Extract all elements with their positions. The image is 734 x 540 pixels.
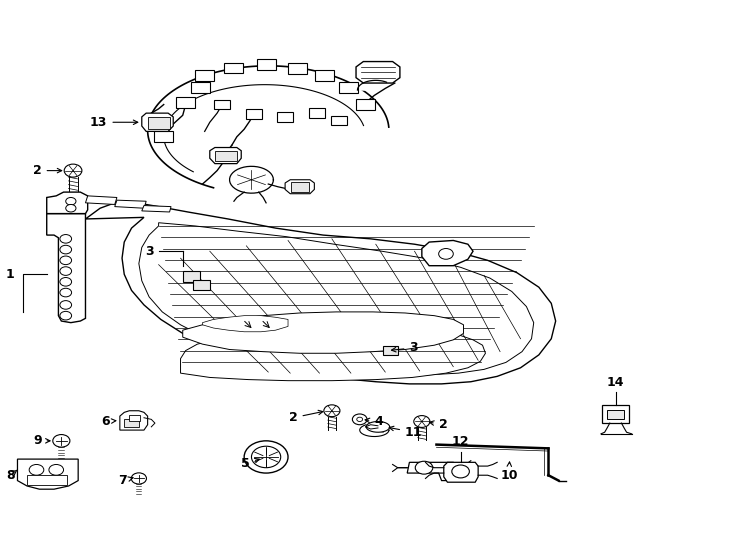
Circle shape <box>414 416 430 427</box>
Polygon shape <box>357 80 387 90</box>
Text: 8: 8 <box>6 469 18 482</box>
Bar <box>154 131 173 142</box>
Polygon shape <box>203 316 288 332</box>
Polygon shape <box>603 406 629 423</box>
Polygon shape <box>285 180 314 194</box>
Circle shape <box>60 278 72 286</box>
Polygon shape <box>85 203 556 384</box>
Circle shape <box>60 288 72 297</box>
Polygon shape <box>18 459 78 489</box>
Bar <box>309 109 325 118</box>
Text: 12: 12 <box>452 435 469 448</box>
Circle shape <box>60 312 72 320</box>
Bar <box>225 63 244 73</box>
Polygon shape <box>139 222 534 375</box>
Bar <box>331 116 347 125</box>
Polygon shape <box>85 196 117 205</box>
Bar <box>215 151 237 161</box>
Polygon shape <box>230 166 273 193</box>
Circle shape <box>131 473 147 484</box>
Text: 9: 9 <box>33 434 50 447</box>
Bar <box>246 110 262 119</box>
Polygon shape <box>47 192 87 214</box>
Polygon shape <box>356 62 400 83</box>
Circle shape <box>49 464 64 475</box>
Bar <box>27 475 68 485</box>
Bar <box>339 82 358 93</box>
Bar <box>356 99 375 110</box>
Polygon shape <box>115 200 146 208</box>
Circle shape <box>66 205 76 212</box>
Polygon shape <box>422 240 473 266</box>
Text: 11: 11 <box>389 426 423 438</box>
Bar <box>315 70 334 81</box>
Circle shape <box>244 441 288 473</box>
Polygon shape <box>120 411 148 430</box>
Polygon shape <box>193 280 210 291</box>
Text: 14: 14 <box>607 376 625 389</box>
Text: 6: 6 <box>101 415 116 428</box>
Text: 2: 2 <box>429 418 448 431</box>
Bar <box>148 117 170 129</box>
Text: 2: 2 <box>33 164 62 177</box>
Polygon shape <box>607 410 625 420</box>
Circle shape <box>352 414 367 425</box>
Bar <box>195 70 214 81</box>
Text: 5: 5 <box>241 457 259 470</box>
Circle shape <box>60 267 72 275</box>
Circle shape <box>324 405 340 417</box>
Text: 1: 1 <box>6 268 15 281</box>
Circle shape <box>29 464 44 475</box>
Polygon shape <box>366 422 390 432</box>
Polygon shape <box>183 271 200 282</box>
Text: 3: 3 <box>391 341 418 354</box>
Circle shape <box>64 164 82 177</box>
Polygon shape <box>181 330 485 381</box>
Bar <box>176 97 195 108</box>
Text: 3: 3 <box>145 245 153 258</box>
Circle shape <box>452 465 469 478</box>
Bar <box>214 100 230 110</box>
Bar <box>291 183 309 192</box>
Bar <box>191 82 210 93</box>
Polygon shape <box>142 206 171 212</box>
Circle shape <box>60 234 72 243</box>
Text: 2: 2 <box>288 410 323 424</box>
Polygon shape <box>444 462 478 482</box>
Bar <box>129 415 140 422</box>
Circle shape <box>252 446 280 468</box>
Polygon shape <box>47 214 85 322</box>
Text: 4: 4 <box>365 415 383 428</box>
Text: 7: 7 <box>118 474 133 487</box>
Circle shape <box>415 461 433 474</box>
Circle shape <box>439 248 454 259</box>
Bar <box>277 112 293 122</box>
Polygon shape <box>407 462 457 481</box>
Bar <box>124 419 139 427</box>
Circle shape <box>357 417 363 422</box>
Text: 10: 10 <box>500 462 517 482</box>
Polygon shape <box>360 424 389 436</box>
Circle shape <box>60 301 72 309</box>
Bar <box>288 63 307 74</box>
Polygon shape <box>183 312 464 353</box>
Polygon shape <box>383 346 398 355</box>
Circle shape <box>66 198 76 205</box>
Polygon shape <box>142 113 173 131</box>
Circle shape <box>60 256 72 265</box>
Bar <box>257 59 275 70</box>
Circle shape <box>53 435 70 447</box>
Circle shape <box>60 245 72 254</box>
Polygon shape <box>210 147 241 164</box>
Text: 13: 13 <box>90 116 138 129</box>
